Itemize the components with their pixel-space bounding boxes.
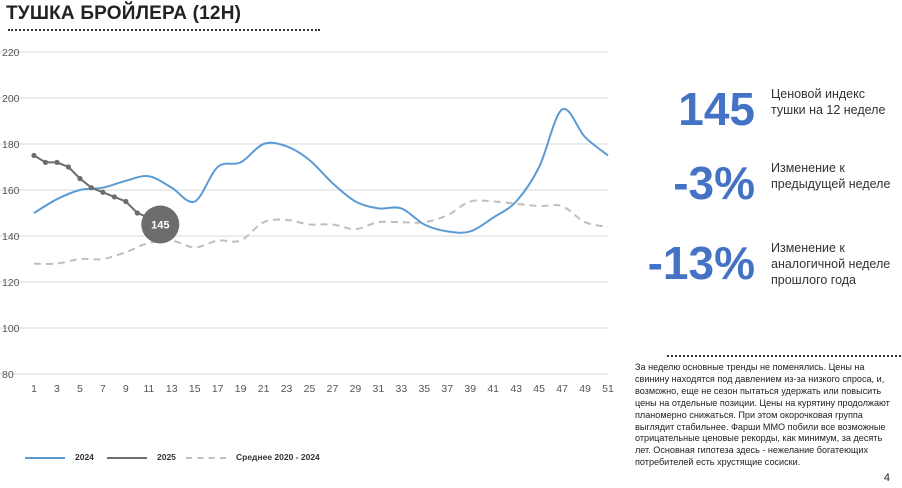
stat-index-value: 145 — [678, 83, 755, 135]
x-tick-label: 37 — [441, 383, 453, 395]
series-point-2025 — [42, 159, 49, 165]
series-line-2024 — [33, 107, 609, 234]
legend-swatch-2024 — [25, 456, 65, 459]
y-tick-label: 200 — [2, 93, 20, 105]
y-tick-label: 80 — [2, 369, 14, 381]
page-title: ТУШКА БРОЙЛЕРА (12Н) — [6, 3, 242, 24]
series-lines — [33, 107, 609, 265]
series-point-2025 — [88, 185, 94, 191]
stat-yearly-change-description: Изменение к аналогичной неделе прошлого … — [771, 241, 891, 287]
y-tick-label: 100 — [2, 323, 20, 335]
x-tick-label: 13 — [166, 383, 178, 395]
y-tick-label: 220 — [2, 47, 20, 59]
legend-label-average: Среднее 2020 - 2024 — [236, 452, 320, 462]
legend-2025: 2025 — [107, 452, 176, 462]
annotation-bubble — [141, 205, 180, 244]
legend-label-2024: 2024 — [75, 452, 94, 462]
legend-swatch-2025 — [107, 456, 147, 459]
x-tick-label: 39 — [464, 383, 476, 395]
series-line-average — [33, 199, 609, 265]
x-tick-label: 41 — [487, 383, 499, 395]
x-tick-label: 9 — [123, 383, 129, 395]
x-tick-label: 17 — [212, 383, 224, 395]
page-number: 4 — [883, 472, 890, 484]
x-tick-label: 7 — [100, 383, 106, 395]
series-point-2025 — [54, 159, 60, 165]
legend-average: Среднее 2020 - 2024 — [186, 452, 320, 462]
commentary-text: За неделю основные тренды не поменялись.… — [635, 362, 890, 468]
y-tick-label: 160 — [2, 185, 20, 197]
stat-yearly-change-value: -13% — [647, 237, 755, 289]
stat-yearly-change: -13% Изменение к аналогичной неделе прош… — [640, 240, 898, 300]
legend-swatch-average — [186, 456, 226, 459]
legend-label-2025: 2025 — [157, 452, 176, 462]
title-divider — [8, 29, 320, 31]
series-point-2025 — [65, 164, 72, 170]
y-tick-label: 120 — [2, 277, 20, 289]
x-tick-label: 33 — [396, 383, 408, 395]
chart-grid — [0, 51, 608, 375]
y-tick-label: 180 — [2, 139, 20, 151]
series-point-2025 — [134, 210, 140, 216]
x-tick-label: 21 — [258, 383, 270, 395]
chart-annotations: 145 — [141, 205, 180, 244]
x-tick-label: 25 — [304, 383, 316, 395]
x-tick-label: 29 — [350, 383, 362, 395]
x-tick-label: 23 — [281, 383, 293, 395]
series-point-2025 — [77, 175, 83, 182]
x-tick-label: 51 — [602, 383, 614, 395]
note-divider — [667, 355, 901, 357]
stat-index: 145 Ценовой индекс тушки на 12 неделе — [640, 86, 898, 146]
x-tick-label: 3 — [54, 383, 60, 395]
x-tick-label: 35 — [418, 383, 430, 395]
stat-weekly-change: -3% Изменение к предыдущей неделе — [640, 160, 898, 220]
x-tick-label: 11 — [143, 383, 154, 395]
series-point-2025 — [31, 152, 37, 159]
x-axis-ticks: 1 3 5 7 9 11 13 15 17 19 21 23 25 27 29 31 33 35 37 39 41 43 4… — [31, 383, 614, 395]
stat-weekly-change-value: -3% — [673, 157, 755, 209]
x-tick-label: 45 — [533, 383, 545, 395]
x-tick-label: 1 — [31, 383, 37, 395]
x-tick-label: 5 — [77, 383, 83, 395]
x-tick-label: 27 — [327, 383, 339, 395]
x-tick-label: 31 — [373, 383, 385, 395]
stat-weekly-change-description: Изменение к предыдущей неделе — [771, 161, 891, 191]
y-tick-label: 140 — [2, 231, 20, 243]
x-tick-label: 49 — [579, 383, 591, 395]
x-tick-label: 15 — [189, 383, 201, 395]
x-tick-label: 43 — [510, 383, 522, 395]
series-point-2025 — [123, 198, 129, 205]
x-tick-label: 19 — [235, 383, 247, 395]
series-point-2025 — [100, 189, 106, 195]
y-axis-ticks: 80 100 120 140 160 180 200 220 — [2, 47, 20, 381]
stat-index-description: Ценовой индекс тушки на 12 неделе — [771, 87, 886, 117]
series-point-2025 — [111, 194, 117, 200]
legend-2024: 2024 — [25, 452, 94, 462]
x-tick-label: 47 — [556, 383, 568, 395]
annotation-label: 145 — [151, 220, 169, 232]
